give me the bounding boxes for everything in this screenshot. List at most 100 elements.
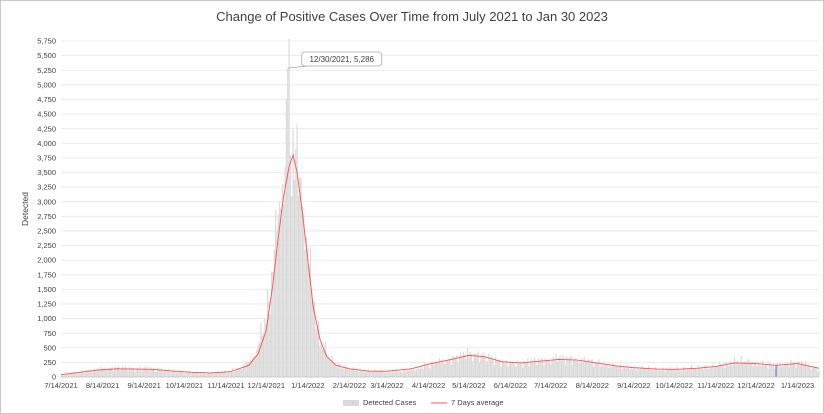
case-bar (551, 359, 553, 377)
case-bar (244, 366, 246, 377)
case-bar (503, 360, 505, 377)
case-bar (338, 362, 340, 377)
case-bar (705, 365, 707, 377)
case-bar (601, 365, 603, 377)
case-bar (709, 368, 711, 377)
case-bar (379, 371, 381, 377)
case-bar (131, 368, 133, 377)
case-bar (758, 362, 760, 377)
case-bar (346, 365, 348, 377)
case-bar (426, 365, 428, 377)
case-bar (395, 369, 397, 377)
case-bar (724, 367, 726, 377)
case-bar (796, 361, 799, 377)
case-bar (495, 356, 497, 377)
case-bar (609, 363, 611, 377)
case-bar (450, 365, 452, 377)
case-bar (479, 362, 481, 377)
x-tick-label: 4/14/2022 (412, 381, 445, 390)
case-bar (672, 370, 674, 377)
case-bar (799, 364, 801, 377)
case-bar (466, 348, 469, 377)
case-bar (570, 355, 572, 377)
case-bar (657, 371, 659, 377)
case-bar (480, 354, 482, 377)
case-bar (469, 351, 471, 377)
y-axis-label: Detected (20, 192, 30, 226)
x-axis-ticks: 7/14/2021 8/14/2021 9/14/2021 10/14/2021 11/… (44, 381, 814, 390)
case-bar (201, 372, 203, 377)
case-bar (792, 362, 795, 377)
case-bar (505, 359, 507, 377)
case-bar (174, 370, 176, 377)
case-bar (414, 370, 416, 377)
case-bar (230, 370, 232, 377)
case-bar (92, 369, 94, 377)
case-bar (708, 367, 710, 377)
case-bar (312, 301, 314, 377)
case-bar (75, 372, 77, 377)
case-bar (248, 362, 250, 377)
case-bar (348, 368, 351, 377)
case-bar (575, 361, 577, 377)
case-bar (167, 368, 169, 377)
case-bar (159, 369, 161, 377)
case-bar (213, 373, 215, 377)
case-bar (591, 359, 593, 377)
case-bar (741, 362, 744, 377)
case-bar (811, 367, 813, 377)
case-bar (682, 367, 685, 377)
case-bar (743, 362, 745, 377)
case-bar (324, 342, 326, 377)
case-bar (790, 359, 792, 377)
case-bar (752, 366, 754, 377)
case-bar (489, 360, 491, 377)
case-bar (614, 365, 616, 377)
case-bar (330, 362, 332, 377)
case-bar (173, 371, 175, 377)
case-bar (179, 371, 181, 377)
case-bar (115, 366, 117, 377)
case-bar (699, 367, 701, 377)
case-bar (405, 370, 407, 377)
case-bar (407, 369, 410, 377)
y-tick-label: 5,750 (37, 37, 56, 46)
case-bar (232, 368, 234, 377)
case-bar (729, 361, 732, 377)
case-bar (271, 271, 273, 377)
case-bar (293, 179, 296, 377)
case-bar (594, 362, 596, 377)
case-bar (364, 372, 367, 377)
case-bar (366, 370, 368, 377)
case-bar (208, 372, 210, 377)
case-bar (166, 370, 168, 377)
case-bar (587, 359, 589, 377)
case-bar (791, 362, 793, 377)
case-bar (93, 368, 96, 377)
case-bar (128, 366, 130, 377)
case-bar (677, 368, 679, 377)
case-bar (326, 353, 328, 377)
x-tick-label: 9/14/2022 (617, 381, 650, 390)
case-bar (342, 367, 344, 377)
case-bar (483, 356, 485, 377)
x-tick-label: 1/14/2023 (781, 381, 814, 390)
case-bar (264, 318, 266, 377)
case-bar (335, 362, 337, 377)
case-bar (135, 368, 137, 377)
case-bar (802, 363, 804, 377)
case-bar (229, 371, 231, 377)
case-bar (163, 369, 165, 377)
case-bar (253, 356, 255, 377)
case-bar (246, 361, 249, 377)
case-bar (130, 368, 132, 377)
case-bar (713, 368, 715, 377)
case-bar (576, 360, 579, 377)
case-bar (198, 373, 200, 377)
case-bar (390, 372, 392, 377)
case-bar (257, 344, 259, 377)
case-bar (268, 301, 270, 377)
case-bar (399, 371, 401, 377)
case-bar (409, 368, 411, 377)
case-bar (162, 372, 164, 377)
